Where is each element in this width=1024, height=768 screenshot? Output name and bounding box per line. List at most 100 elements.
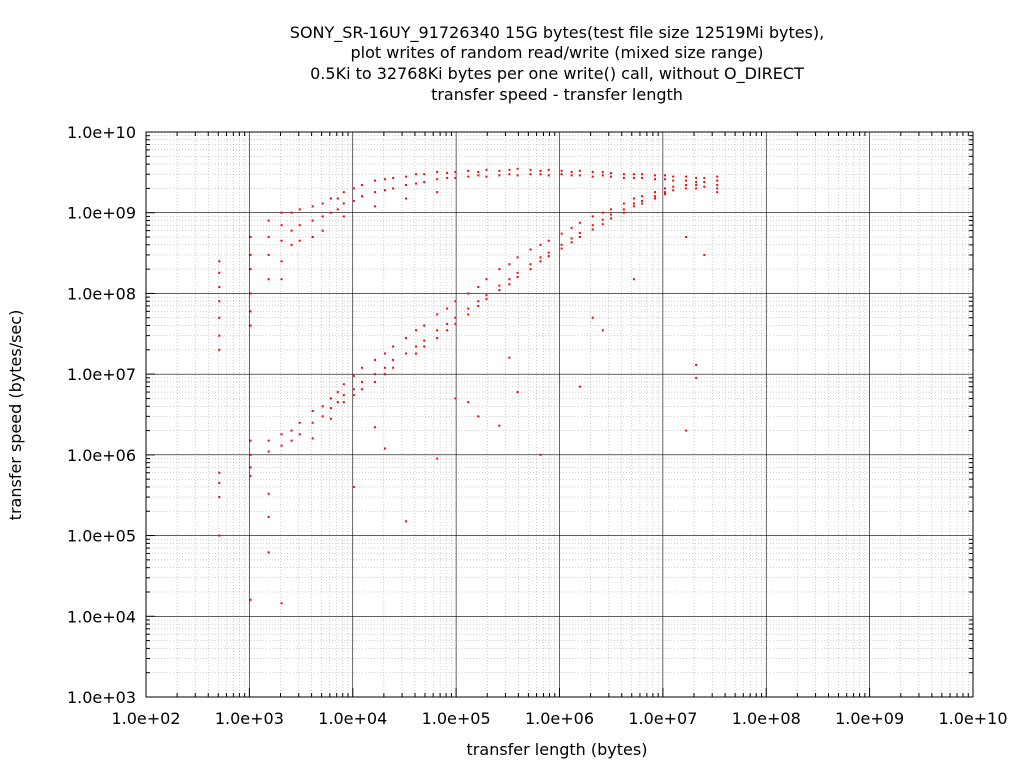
data-point xyxy=(632,176,635,179)
data-point xyxy=(342,191,345,194)
data-point xyxy=(578,174,581,177)
data-point xyxy=(383,366,386,369)
x-tick-label: 1.0e+02 xyxy=(111,709,180,728)
data-point xyxy=(392,176,395,179)
y-tick-label: 1.0e+04 xyxy=(67,607,136,626)
x-tick-label: 1.0e+10 xyxy=(938,709,1007,728)
data-point xyxy=(641,176,644,179)
data-point xyxy=(218,471,221,474)
data-point xyxy=(218,481,221,484)
data-point xyxy=(703,181,706,184)
data-point xyxy=(446,322,449,325)
data-point xyxy=(653,197,656,200)
data-point xyxy=(716,187,719,190)
data-point xyxy=(516,271,519,274)
data-point xyxy=(672,185,675,188)
data-point xyxy=(218,271,221,274)
data-point xyxy=(539,243,542,246)
data-point xyxy=(311,437,314,440)
data-point xyxy=(405,352,408,355)
data-point xyxy=(609,175,612,178)
data-point xyxy=(716,175,719,178)
data-point xyxy=(467,313,470,316)
data-point xyxy=(672,175,675,178)
data-point xyxy=(280,239,283,242)
data-point xyxy=(373,191,376,194)
data-point xyxy=(664,174,667,177)
data-point xyxy=(570,237,573,240)
data-point xyxy=(547,239,550,242)
data-point xyxy=(415,329,418,332)
data-point xyxy=(601,170,604,173)
data-point xyxy=(609,213,612,216)
data-point xyxy=(267,515,270,518)
data-point xyxy=(267,450,270,453)
data-point xyxy=(653,195,656,198)
data-point xyxy=(477,300,480,303)
data-point xyxy=(454,170,457,173)
data-point xyxy=(336,401,339,404)
data-point xyxy=(373,205,376,208)
data-point xyxy=(591,175,594,178)
data-point xyxy=(560,243,563,246)
data-point xyxy=(622,202,625,205)
data-point xyxy=(280,602,283,605)
data-point xyxy=(508,263,511,266)
data-point xyxy=(672,189,675,192)
data-point xyxy=(609,172,612,175)
data-point xyxy=(311,205,314,208)
data-point xyxy=(516,256,519,259)
data-point xyxy=(218,348,221,351)
data-point xyxy=(342,394,345,397)
data-point xyxy=(539,256,542,259)
data-point xyxy=(601,211,604,214)
data-point xyxy=(516,391,519,394)
data-point xyxy=(383,447,386,450)
data-point xyxy=(311,219,314,222)
data-point xyxy=(477,170,480,173)
data-point xyxy=(591,215,594,218)
data-point xyxy=(695,187,698,190)
data-point xyxy=(498,169,501,172)
data-point xyxy=(342,215,345,218)
data-point xyxy=(218,286,221,289)
y-tick-label: 1.0e+07 xyxy=(67,365,136,384)
data-point xyxy=(467,401,470,404)
data-point xyxy=(477,286,480,289)
data-point xyxy=(601,174,604,177)
data-point xyxy=(454,316,457,319)
data-point xyxy=(591,316,594,319)
y-axis-ticks: 1.0e+03 1.0e+04 1.0e+05 1.0e+06 1.0e+07 1.0e+… xyxy=(67,123,973,707)
data-point xyxy=(415,182,418,185)
data-point xyxy=(383,178,386,181)
data-point xyxy=(485,168,488,171)
data-point xyxy=(641,199,644,202)
data-point xyxy=(290,429,293,432)
data-point xyxy=(446,176,449,179)
data-point xyxy=(311,236,314,239)
data-point xyxy=(716,191,719,194)
data-point xyxy=(516,275,519,278)
data-point xyxy=(329,397,332,400)
y-tick-label: 1.0e+08 xyxy=(67,284,136,303)
data-point xyxy=(498,284,501,287)
data-point xyxy=(467,175,470,178)
data-point xyxy=(570,174,573,177)
data-point xyxy=(641,195,644,198)
data-point xyxy=(352,187,355,190)
data-point xyxy=(653,191,656,194)
data-point xyxy=(601,223,604,226)
data-point xyxy=(685,179,688,182)
data-point xyxy=(352,485,355,488)
data-point xyxy=(336,208,339,211)
data-point xyxy=(321,405,324,408)
data-point xyxy=(622,211,625,214)
data-point xyxy=(485,175,488,178)
data-point xyxy=(632,278,635,281)
data-point xyxy=(342,202,345,205)
x-axis-label: transfer length (bytes) xyxy=(467,740,648,759)
data-point xyxy=(436,191,439,194)
data-point xyxy=(352,374,355,377)
data-point xyxy=(454,300,457,303)
